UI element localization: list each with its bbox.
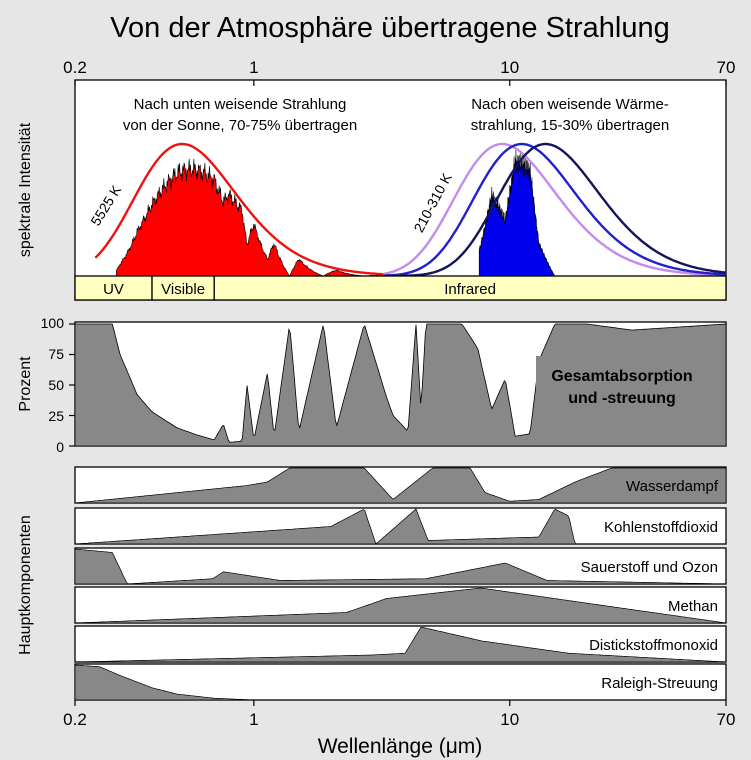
bottom-x-tick-label: 10 (500, 710, 519, 729)
bottom-x-tick-label: 0.2 (63, 710, 87, 729)
spectral-y-label: spektrale Intensität (17, 122, 34, 257)
y-tick-label: 0 (56, 439, 64, 455)
component-panel-rayleigh (74, 663, 727, 701)
y-tick-label: 25 (48, 408, 64, 424)
total-absorption-label-line1: Gesamtabsorption (551, 368, 692, 385)
component-label: Kohlenstoffdioxid (604, 519, 718, 536)
band-visible (151, 275, 215, 301)
y-tick-label: 50 (48, 377, 64, 393)
component-area-co2 (74, 508, 726, 545)
top-x-tick-label: 0.2 (63, 58, 87, 77)
band-infrared (213, 275, 727, 301)
components-y-label: Hauptkomponenten (17, 515, 34, 655)
band-label: Visible (161, 281, 205, 298)
top-x-tick-label: 70 (717, 58, 736, 77)
component-area-ch4 (74, 587, 727, 624)
component-label: Methan (668, 598, 718, 615)
component-area-water (74, 467, 727, 504)
bottom-x-tick-labels: 0.2 1 10 70 (63, 710, 735, 729)
total-y-label: Prozent (17, 356, 34, 412)
total-absorption-label-line2: und -streuung (568, 390, 676, 407)
top-x-tick-label: 1 (249, 58, 258, 77)
total-label-backdrop (536, 356, 722, 412)
y-tick-label: 75 (48, 346, 64, 362)
band-label: UV (103, 281, 124, 298)
x-axis-label: Wellenlänge (μm) (318, 735, 483, 758)
annotation-right-line2: strahlung, 15-30% übertragen (471, 117, 669, 134)
y-tick-label: 100 (41, 315, 65, 331)
band-bar: UV Visible Infrared (74, 275, 727, 301)
annotation-left-line1: Nach unten weisende Strahlung (134, 96, 347, 113)
annotation-left-line2: von der Sonne, 70-75% übertragen (123, 117, 357, 134)
annotation-right-line1: Nach oben weisende Wärme- (471, 96, 669, 113)
component-label: Sauerstoff und Ozon (581, 559, 718, 576)
component-label: Distickstoffmonoxid (589, 637, 718, 654)
component-label: Wasserdampf (626, 478, 719, 495)
chart-title: Von der Atmosphäre übertragene Strahlung (110, 12, 669, 44)
spectral-panel: Nach unten weisende Strahlung von der So… (74, 79, 727, 301)
earth-curve-warm (383, 142, 727, 278)
total-y-ticks: 100 75 50 25 0 (41, 315, 75, 455)
total-absorption-panel: Gesamtabsorption und -streuung 100 75 50… (41, 315, 727, 455)
top-x-tick-label: 10 (500, 58, 519, 77)
top-x-tick-labels: 0.2 1 10 70 (63, 58, 735, 77)
total-absorption-area (74, 323, 727, 447)
earth-curve-mid (383, 142, 727, 277)
component-area-o2o3 (74, 548, 726, 585)
band-uv (74, 275, 153, 301)
component-label: Raleigh-Streuung (601, 675, 718, 692)
band-label: Infrared (444, 281, 496, 298)
component-area-rayleigh (74, 664, 726, 701)
sun-spectrum-fill (116, 158, 391, 277)
bottom-x-tick-label: 1 (249, 710, 258, 729)
earth-curve-cold (382, 142, 727, 277)
component-area-n2o (75, 626, 727, 663)
component-panels: Wasserdampf Kohlenstoffdioxid Sauerstoff u… (74, 80, 727, 706)
sun-blackbody-curve (94, 142, 390, 276)
bottom-x-tick-label: 70 (717, 710, 736, 729)
